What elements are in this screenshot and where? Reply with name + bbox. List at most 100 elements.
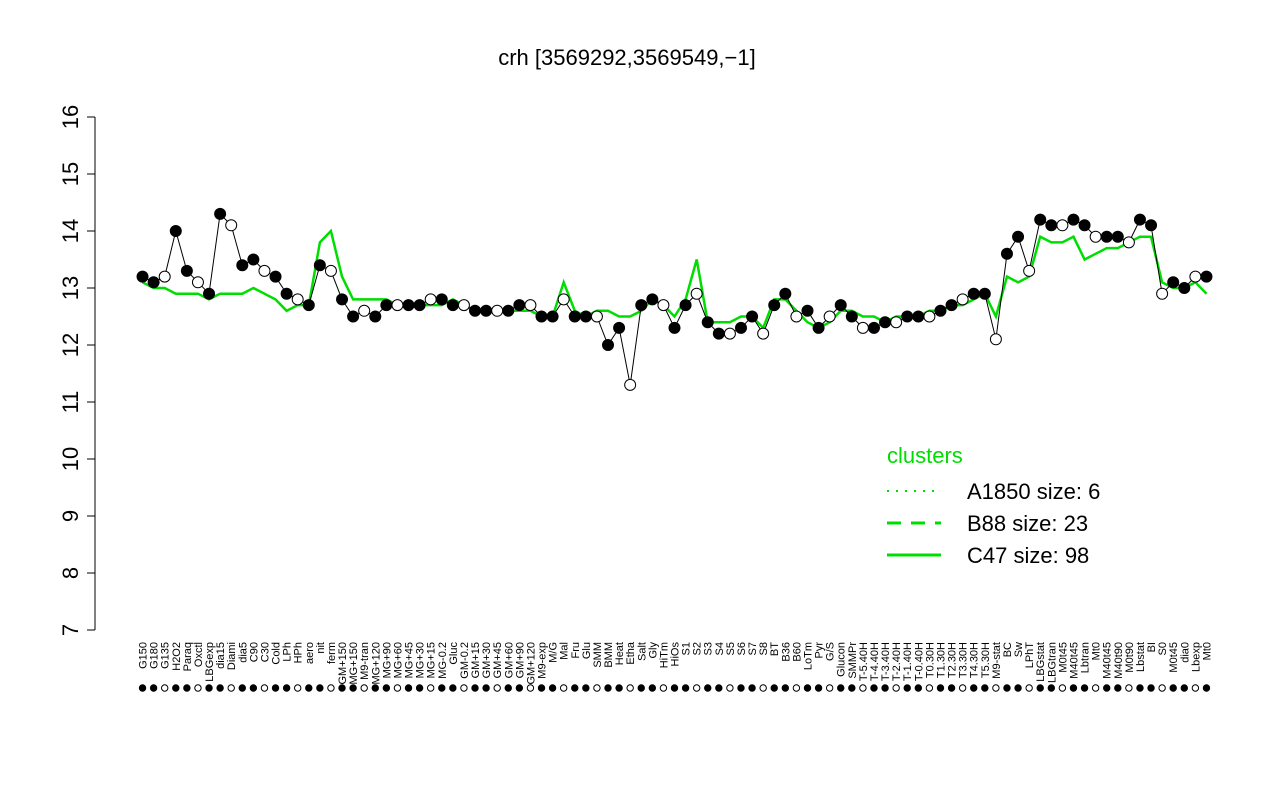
x-tick-label: Paraq	[182, 642, 194, 671]
x-marker	[471, 684, 479, 692]
data-point	[801, 304, 814, 317]
x-tick-label: MG+90	[381, 642, 393, 678]
x-tick-label: GM+15	[470, 642, 482, 678]
x-tick-label: MG+120	[370, 642, 382, 685]
x-marker	[227, 684, 235, 692]
x-tick-label: S5	[725, 642, 737, 655]
data-point	[1189, 270, 1202, 283]
x-tick-label: GM-0.2	[459, 642, 471, 679]
x-tick-label: G/S	[825, 642, 837, 661]
x-marker	[1080, 684, 1089, 692]
data-point	[1145, 219, 1158, 232]
x-tick-label: T0.30H	[924, 642, 936, 678]
x-marker	[1147, 684, 1155, 692]
x-marker	[648, 684, 657, 692]
x-tick-label: M9-stat	[991, 642, 1003, 679]
data-point	[1089, 230, 1102, 243]
data-point	[701, 316, 714, 329]
data-point	[734, 321, 747, 334]
data-point	[1100, 230, 1113, 243]
x-tick-label: T1.30H	[935, 642, 947, 678]
x-marker	[316, 684, 324, 692]
x-tick-label: GM+45	[492, 642, 504, 678]
x-tick-label: Gly	[647, 642, 659, 659]
data-point	[712, 327, 725, 340]
data-point	[845, 310, 858, 323]
data-point	[834, 299, 847, 312]
x-tick-label: HiTm	[658, 642, 670, 668]
x-tick-label: S4	[714, 642, 726, 655]
x-tick-label: Lbexp	[1190, 642, 1202, 672]
x-tick-label: T-5.40H	[858, 642, 870, 681]
data-point	[324, 264, 337, 277]
x-marker	[172, 684, 180, 692]
x-tick-label: LBGstat	[1035, 642, 1047, 682]
x-marker	[216, 684, 224, 692]
data-point	[779, 287, 792, 300]
data-point	[402, 299, 415, 312]
data-point	[989, 333, 1002, 346]
x-tick-label: M9-exp	[537, 642, 549, 679]
data-point	[657, 299, 670, 312]
data-point	[369, 310, 382, 323]
x-marker	[1180, 684, 1188, 692]
x-tick-label: S1	[681, 642, 693, 655]
x-tick-label: MG+150	[348, 642, 360, 685]
x-marker	[249, 684, 258, 692]
x-marker	[438, 684, 446, 692]
data-point	[568, 310, 581, 323]
x-tick-label: BC	[1002, 642, 1014, 657]
data-point	[546, 310, 559, 323]
x-tick-label: M40t90	[1113, 642, 1125, 679]
x-marker	[770, 684, 778, 692]
data-point	[1200, 270, 1213, 283]
data-point	[978, 287, 991, 300]
data-point	[646, 293, 659, 306]
x-marker	[837, 684, 845, 692]
x-tick-label: LoTm	[802, 642, 814, 670]
data-point	[723, 327, 736, 340]
x-marker	[615, 684, 623, 692]
data-point	[1000, 247, 1013, 260]
x-tick-label: G135	[160, 642, 172, 669]
x-marker	[305, 684, 313, 692]
x-marker	[914, 684, 923, 692]
x-tick-label: Mt0	[1091, 642, 1103, 660]
x-tick-label: Glu	[581, 642, 593, 659]
x-marker	[1036, 684, 1044, 692]
x-tick-label: S2	[692, 642, 704, 655]
data-point	[901, 310, 914, 323]
series-line-c47	[141, 228, 1208, 331]
data-point	[1111, 230, 1124, 243]
data-point	[823, 310, 836, 323]
x-tick-label: Heat	[614, 642, 626, 665]
data-point	[214, 207, 227, 220]
data-point	[790, 310, 803, 323]
data-point	[890, 316, 903, 329]
x-tick-label: B36	[780, 642, 792, 662]
x-marker	[382, 684, 391, 692]
x-marker	[183, 684, 191, 692]
x-tick-label: T5.30H	[980, 642, 992, 678]
data-point	[424, 293, 437, 306]
data-point	[635, 299, 648, 312]
x-tick-label: Lbtran	[1080, 642, 1092, 673]
x-marker	[1191, 684, 1200, 692]
y-tick-label: 9	[58, 510, 83, 522]
x-marker	[460, 684, 468, 692]
x-tick-label: M0t45	[1057, 642, 1069, 673]
data-point	[524, 299, 537, 312]
x-tick-label: C90	[248, 642, 260, 662]
y-tick-label: 14	[58, 219, 83, 243]
data-point	[679, 299, 692, 312]
x-tick-label: nit	[315, 642, 327, 654]
x-tick-label: BT	[769, 642, 781, 656]
x-marker	[149, 684, 158, 692]
x-tick-label: aero	[304, 642, 316, 664]
data-point	[602, 339, 615, 351]
x-tick-label: M/G	[548, 642, 560, 663]
x-tick-label: GM+90	[514, 642, 526, 678]
x-tick-label: T2.30H	[947, 642, 959, 678]
x-marker	[582, 684, 590, 692]
x-tick-label: LBGtran	[1046, 642, 1058, 683]
